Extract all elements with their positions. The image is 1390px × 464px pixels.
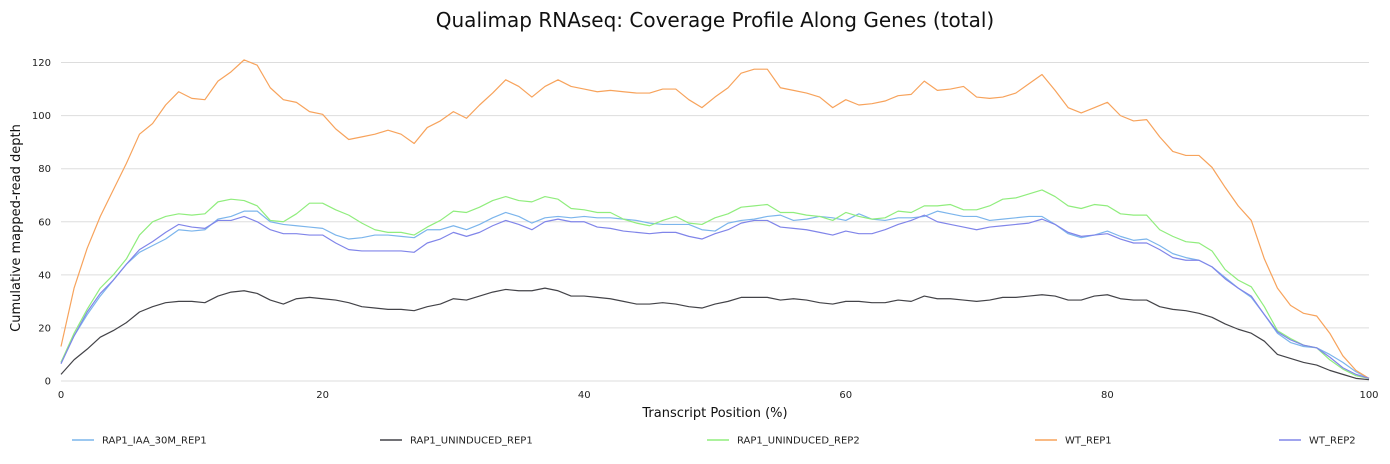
tick-layer: 0 20 40 60 80 100 120 0 20 40 60 80 100 [32,58,1379,401]
legend-label: RAP1_UNINDUCED_REP2 [737,436,860,447]
legend-label: RAP1_UNINDUCED_REP1 [410,436,533,447]
y-tick-label: 60 [38,217,51,228]
y-tick-label: 80 [38,164,51,175]
legend-item[interactable]: RAP1_UNINDUCED_REP1 [380,436,533,447]
y-tick-label: 0 [45,377,51,388]
series-line-wt-rep1[interactable] [60,59,1370,379]
legend-item[interactable]: WT_REP1 [1035,436,1112,447]
legend-label: RAP1_IAA_30M_REP1 [102,436,207,447]
x-tick-label: 20 [316,390,329,401]
chart-title: Qualimap RNAseq: Coverage Profile Along … [436,8,994,32]
x-tick-label: 60 [839,390,852,401]
y-tick-label: 40 [38,270,51,281]
y-axis-title: Cumulative mapped-read depth [9,124,24,332]
legend-item[interactable]: RAP1_IAA_30M_REP1 [72,436,207,447]
x-tick-label: 80 [1101,390,1114,401]
x-tick-label: 100 [1359,390,1378,401]
series-line-rap1-uninduced-rep2[interactable] [60,189,1370,379]
legend-label: WT_REP1 [1065,436,1112,447]
series-line-rap1-iaa-30m-rep1[interactable] [60,210,1370,379]
x-axis-title: Transcript Position (%) [641,406,787,421]
series-layer [60,59,1370,381]
legend: RAP1_IAA_30M_REP1 RAP1_UNINDUCED_REP1 RAP1… [72,436,1356,447]
y-tick-label: 120 [32,58,51,69]
series-line-rap1-uninduced-rep1[interactable] [60,287,1370,381]
legend-item[interactable]: RAP1_UNINDUCED_REP2 [707,436,860,447]
x-tick-label: 0 [58,390,64,401]
y-tick-label: 100 [32,111,51,122]
legend-label: WT_REP2 [1309,436,1356,447]
legend-item[interactable]: WT_REP2 [1279,436,1356,447]
series-line-wt-rep2[interactable] [60,214,1370,379]
x-tick-label: 40 [578,390,591,401]
y-tick-label: 20 [38,323,51,334]
